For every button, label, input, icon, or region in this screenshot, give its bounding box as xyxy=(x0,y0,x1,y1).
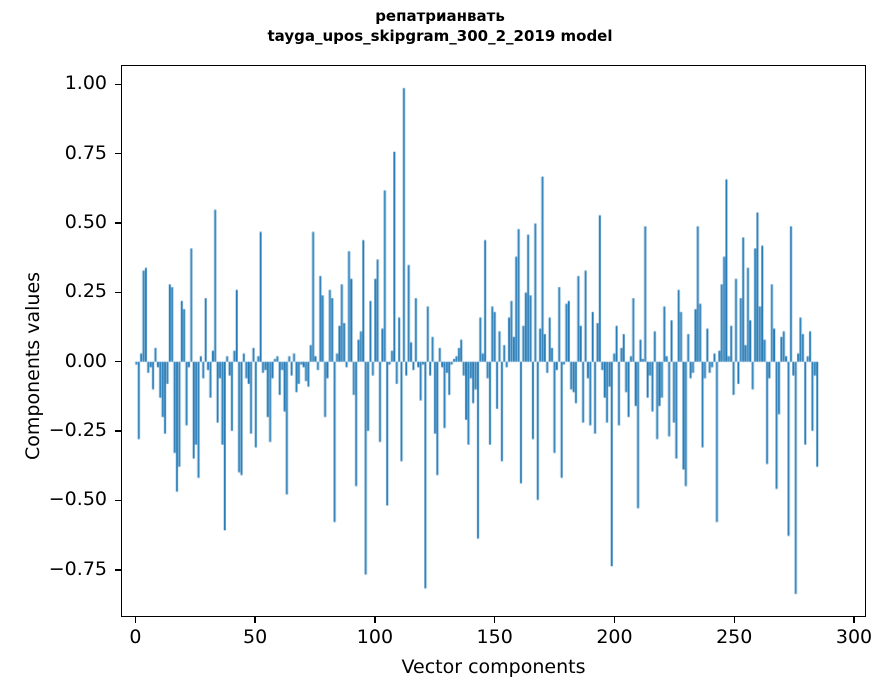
bar-series-canvas xyxy=(122,66,865,616)
x-tick-mark xyxy=(493,617,496,623)
y-tick-label: 1.00 xyxy=(64,72,107,95)
x-tick-mark xyxy=(374,617,376,623)
y-tick-label: 0.50 xyxy=(64,211,107,234)
y-tick-label: −0.50 xyxy=(48,488,107,511)
y-tick-mark xyxy=(115,499,121,502)
plot-area xyxy=(121,65,866,617)
x-tick-mark xyxy=(254,617,256,623)
y-tick-label: 0.75 xyxy=(64,141,107,164)
y-tick-mark xyxy=(115,83,121,86)
x-tick-mark xyxy=(853,617,855,623)
y-tick-mark xyxy=(115,569,121,571)
x-tick-label: 300 xyxy=(835,626,873,648)
y-axis-label: Components values xyxy=(22,271,44,460)
chart-title: репатрианвать tayga_upos_skipgram_300_2_… xyxy=(0,6,880,46)
y-tick-mark xyxy=(115,291,121,294)
x-tick-label: 0 xyxy=(129,626,142,648)
y-tick-mark xyxy=(115,153,121,155)
chart-title-line-1: репатрианвать xyxy=(375,7,505,25)
y-tick-label: 0.25 xyxy=(64,280,107,303)
x-tick-label: 150 xyxy=(476,626,513,648)
y-tick-label: −0.25 xyxy=(48,419,107,442)
x-tick-mark xyxy=(733,617,735,623)
chart-title-line-2: tayga_upos_skipgram_300_2_2019 model xyxy=(267,27,613,45)
y-tick-mark xyxy=(115,361,121,363)
x-tick-label: 250 xyxy=(716,626,753,648)
x-tick-mark xyxy=(613,617,616,623)
y-tick-label: 0.00 xyxy=(64,349,107,372)
x-tick-label: 200 xyxy=(596,626,633,648)
x-tick-mark xyxy=(134,617,137,623)
x-axis-label: Vector components xyxy=(401,656,586,678)
x-tick-label: 100 xyxy=(356,626,394,648)
x-tick-label: 50 xyxy=(243,626,268,648)
y-tick-label: −0.75 xyxy=(48,557,107,580)
y-tick-mark xyxy=(115,222,121,224)
y-tick-mark xyxy=(115,430,121,432)
